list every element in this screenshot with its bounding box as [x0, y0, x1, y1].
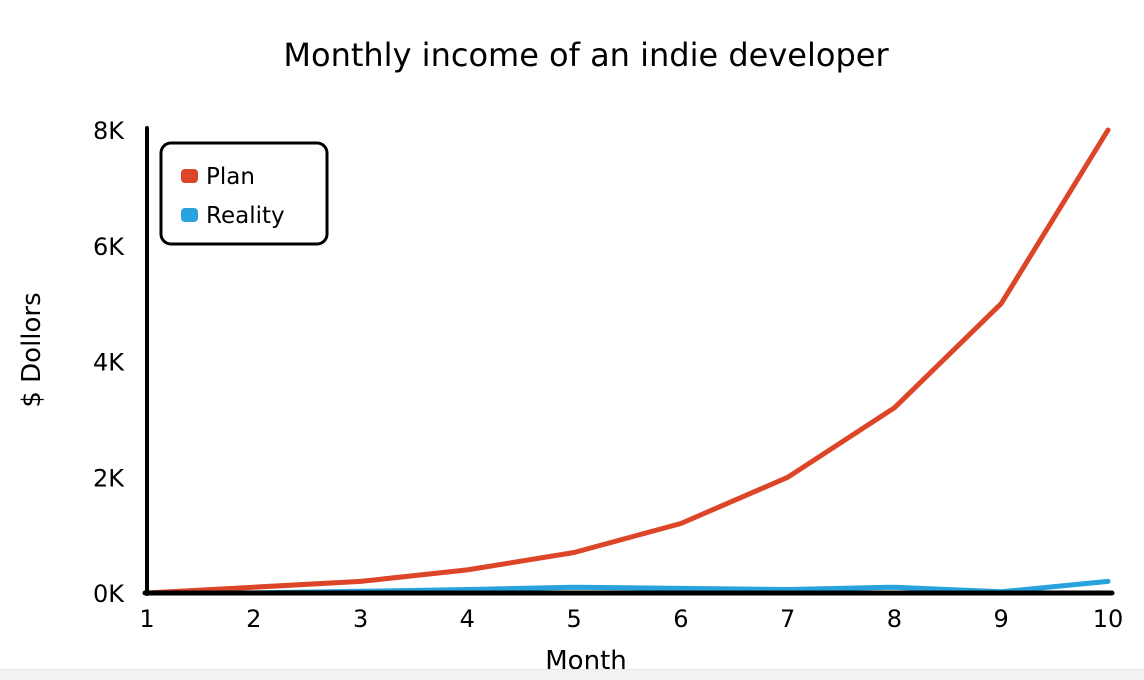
ticks-layer: 1 2 3 4 5 6 7 8 9 10 0K 2K 4K 6K 8K [93, 117, 1123, 633]
data-point-plan [359, 579, 363, 583]
legend-swatch-plan [181, 169, 198, 183]
legend-box [159, 141, 329, 246]
data-point-reality [679, 586, 683, 590]
data-point-plan [572, 551, 576, 554]
x-tick-label: 8 [887, 605, 902, 633]
x-tick-label: 4 [460, 605, 475, 633]
y-tick-label: 8K [93, 117, 125, 145]
y-tick-label: 0K [93, 580, 125, 608]
data-point-reality [1106, 579, 1110, 583]
footer-strip [0, 669, 1144, 680]
data-point-plan [999, 302, 1003, 306]
x-tick-label: 9 [994, 605, 1009, 633]
y-tick-label: 6K [93, 233, 125, 261]
x-tick-label: 6 [673, 605, 688, 633]
y-axis-label: $ Dollors [17, 292, 47, 407]
data-point-plan [252, 585, 256, 589]
x-tick-label: 5 [566, 605, 581, 633]
x-tick-label: 7 [780, 605, 795, 633]
chart-title: Monthly income of an indie developer [283, 36, 889, 74]
legend-items: Plan Reality [181, 164, 285, 229]
legend-label-reality: Reality [206, 203, 285, 229]
data-point-reality [786, 588, 790, 591]
x-tick-label: 1 [139, 605, 154, 633]
x-tick-label: 10 [1093, 605, 1124, 633]
data-point-plan [679, 522, 683, 525]
data-point-plan [786, 475, 790, 479]
data-point-plan [465, 568, 469, 572]
data-point-reality [465, 588, 469, 591]
y-tick-label: 4K [93, 349, 125, 377]
data-point-plan [892, 406, 896, 410]
x-tick-label: 2 [246, 605, 261, 633]
data-point-plan [1106, 128, 1110, 132]
x-tick-label: 3 [353, 605, 368, 633]
y-tick-label: 2K [93, 464, 125, 492]
legend: Plan Reality [159, 141, 329, 246]
axes-layer [142, 126, 1115, 596]
legend-swatch-reality [181, 208, 198, 222]
data-point-reality [572, 585, 576, 589]
data-point-reality [892, 585, 896, 589]
legend-label-plan: Plan [206, 164, 255, 190]
series-line-plan [144, 127, 1111, 596]
